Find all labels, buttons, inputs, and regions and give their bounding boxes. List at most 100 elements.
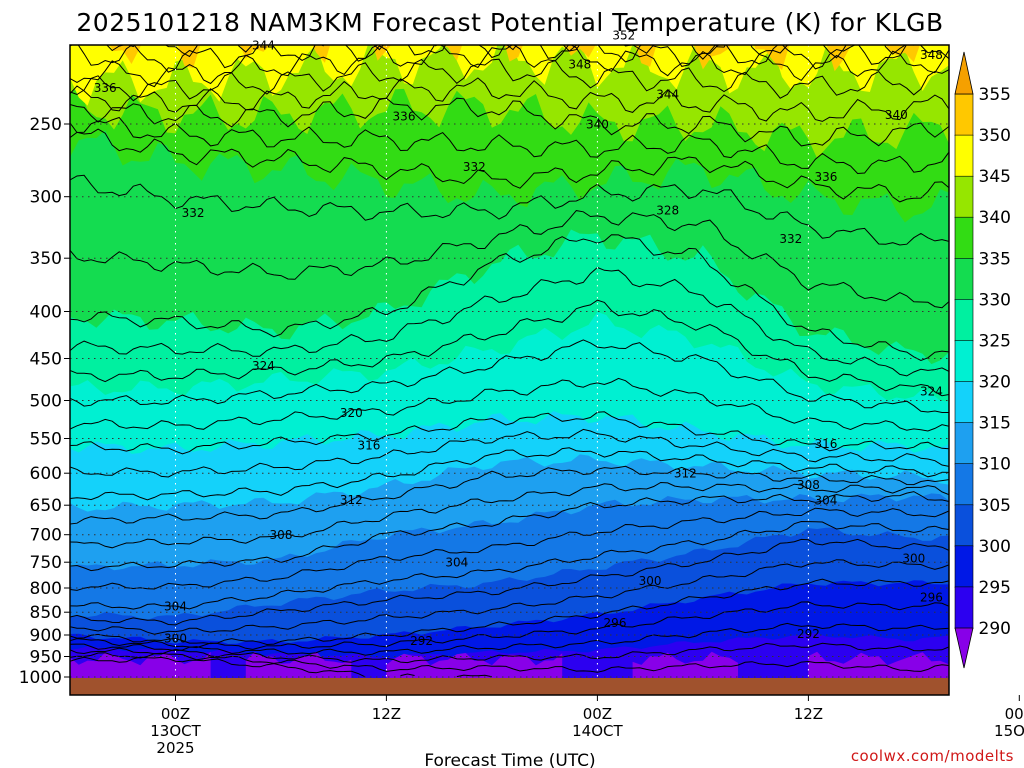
contour-336k	[70, 128, 949, 203]
colorbar-box	[954, 216, 974, 260]
y-tick-label: 450	[30, 350, 62, 370]
colorbar-bottom-triangle	[954, 627, 974, 669]
contour-label: 340	[586, 118, 609, 132]
contour-label: 312	[674, 467, 697, 481]
contour-316k	[70, 447, 949, 501]
y-tick-label: 650	[30, 496, 62, 516]
colorbar-label: 305	[979, 496, 1011, 516]
contour-310k	[70, 491, 949, 572]
contour-label: 300	[164, 632, 187, 646]
colorbar-box	[954, 422, 974, 465]
contour-294k	[70, 642, 949, 664]
contour-label: 336	[814, 170, 837, 184]
band-350k	[109, 45, 920, 72]
contour-334k	[70, 174, 949, 246]
contour-label: 304	[445, 556, 468, 570]
contour-label: 332	[182, 206, 205, 220]
contour-318k	[70, 428, 949, 478]
y-tick-label: 750	[30, 553, 62, 573]
contour-label: 332	[779, 232, 802, 246]
colorbar-box	[954, 134, 974, 178]
band-below-295k	[386, 653, 563, 678]
ground-surface	[70, 678, 949, 695]
contour-label: 304	[164, 600, 187, 614]
colorbar-box	[954, 340, 974, 383]
plot-frame	[69, 44, 950, 696]
contour-label: 308	[270, 528, 293, 542]
contour-label: 324	[920, 384, 943, 398]
x-axis: 00Z13OCT202512Z00Z14OCT12Z00Z15OCT	[150, 695, 1024, 757]
y-axis: 250 300 350 400 450 500 550 600 650 700 750 800 850 9…	[19, 115, 70, 688]
contour-label: 300	[902, 552, 925, 566]
contour-338k	[70, 116, 949, 175]
grid-lines	[70, 45, 1020, 678]
contour-314k	[70, 465, 949, 525]
contour-322k	[70, 377, 949, 432]
colorbar-box	[954, 504, 974, 547]
colorbar-label: 310	[979, 455, 1011, 475]
band-345k	[70, 45, 949, 106]
contour-label: 352	[612, 29, 635, 43]
contour-lines	[70, 45, 949, 677]
colorbar-label: 295	[979, 578, 1011, 598]
y-tick-label: 700	[30, 526, 62, 546]
x-tick-label: 13OCT	[150, 722, 201, 740]
y-tick-label: 550	[30, 430, 62, 450]
contour-306k	[70, 520, 949, 610]
contour-300k	[70, 578, 949, 646]
contour-label: 348	[920, 48, 943, 62]
colorbar-box	[954, 586, 974, 629]
x-tick-label: 12Z	[372, 705, 401, 723]
contour-label: 340	[885, 108, 908, 122]
contour-label: 336	[94, 81, 117, 95]
colorbar-label: 350	[979, 126, 1011, 146]
colorbar-label: 290	[979, 619, 1011, 639]
contour-320k	[70, 411, 949, 455]
y-tick-label: 950	[30, 648, 62, 668]
plot-area	[70, 45, 949, 678]
colorbar-label: 330	[979, 290, 1011, 310]
contour-label: 320	[340, 406, 363, 420]
contour-324k	[70, 339, 949, 413]
colorbar-label: 335	[979, 249, 1011, 269]
y-tick-label: 400	[30, 303, 62, 323]
colorbar-label: 340	[979, 208, 1011, 228]
y-tick-label: 850	[30, 603, 62, 623]
colorbar-label: 355	[979, 85, 1011, 105]
colorbar-box	[954, 545, 974, 588]
contour-label: 304	[814, 494, 837, 508]
contour-label: 316	[357, 439, 380, 453]
x-tick-label: 00Z	[1005, 705, 1024, 723]
band-below-295k	[70, 651, 211, 678]
contour-302k	[70, 559, 949, 635]
contour-328k	[70, 266, 949, 377]
colorbar-label: 345	[979, 167, 1011, 187]
contour-292k	[70, 652, 949, 673]
colorbar-label: 300	[979, 537, 1011, 557]
contour-label: 336	[393, 109, 416, 123]
contour-label: 332	[463, 160, 486, 174]
contour-308k	[70, 507, 949, 591]
colorbar-box	[954, 299, 974, 342]
colorbar-label: 320	[979, 373, 1011, 393]
y-tick-label: 500	[30, 392, 62, 412]
contour-label: 328	[656, 203, 679, 217]
colorbar-box	[954, 257, 974, 301]
contour-label: 344	[656, 88, 679, 102]
x-tick-label: 00Z	[161, 705, 190, 723]
contour-label: 324	[252, 359, 275, 373]
contour-326k	[70, 299, 949, 397]
colorbar-box	[954, 463, 974, 506]
contour-label: 348	[568, 57, 591, 71]
contour-330k	[70, 234, 949, 362]
colorbar-box	[954, 175, 974, 219]
contour-label: 296	[604, 616, 627, 630]
contour-label: 316	[814, 437, 837, 451]
y-tick-label: 300	[30, 188, 62, 208]
colorbar: 355 350 345 340 335 330 325 320 315 310 305 300 295 2…	[954, 51, 1011, 669]
colorbar-label: 315	[979, 414, 1011, 434]
y-tick-label: 900	[30, 626, 62, 646]
x-tick-label: 2025	[156, 739, 194, 757]
